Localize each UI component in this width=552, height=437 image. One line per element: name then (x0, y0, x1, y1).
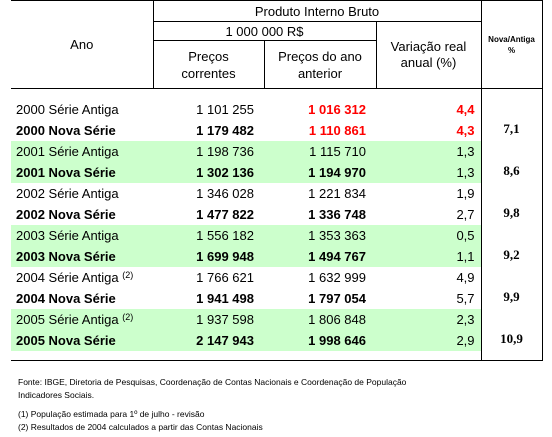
header-ratio-label: Nova/Antiga % (488, 34, 535, 55)
row-ano: 2004 Nova Série (16, 290, 116, 306)
row-precos-correntes: 1 477 822 (196, 206, 254, 222)
row-precos-correntes: 2 147 943 (153, 329, 264, 351)
row-variacao: 2,9 (376, 329, 482, 351)
row-precos-correntes: 1 556 182 (153, 224, 264, 246)
row-ano: 2003 Nova Série (11, 245, 153, 267)
row-variacao: 1,9 (456, 185, 475, 201)
row-variacao: 0,5 (376, 224, 482, 246)
row-ratio: 7,1 (480, 98, 543, 141)
row-variacao: 1,3 (376, 161, 482, 183)
row-ano: 2000 Série Antiga (16, 101, 119, 117)
row-ratio: 9,9 (480, 266, 543, 309)
table-row: 2004 Nova Série 1 941 498 1 797 054 5,7 (11, 288, 542, 309)
row-precos-correntes: 1 941 498 (196, 290, 254, 306)
row-precos-anterior: 1 353 363 (264, 224, 376, 246)
row-ano: 2002 Série Antiga (16, 185, 119, 201)
row-ano: 2001 Nova Série (11, 161, 153, 183)
row-ano: 2003 Série Antiga (11, 224, 153, 246)
row-ratio: 9,2 (480, 224, 543, 267)
row-ratio: 8,6 (480, 140, 543, 183)
row-ano: 2001 Série Antiga (11, 140, 153, 162)
header-variacao: Variação real anual (%) (375, 21, 482, 89)
row-ano: 2004 Série Antiga (2) (16, 269, 134, 285)
table-row: 2001 Série Antiga 1 198 736 1 115 710 1,3 8,… (11, 140, 543, 183)
row-variacao: 4,9 (456, 269, 475, 285)
table-row: 2003 Nova Série 1 699 948 1 494 767 1,1 (11, 245, 542, 267)
header-ratio: Nova/Antiga % (480, 0, 543, 89)
table-row: 2000 Nova Série 1 179 482 1 110 861 4,3 (11, 120, 542, 141)
row-precos-anterior: 1 336 748 (308, 206, 366, 222)
row-variacao: 2,3 (376, 308, 482, 330)
notes: Fonte: IBGE, Diretoria de Pesquisas, Coo… (18, 376, 438, 434)
row-variacao: 4,3 (456, 122, 475, 138)
row-precos-anterior: 1 806 848 (264, 308, 376, 330)
header-precos-correntes: Preços correntes (152, 40, 264, 89)
header-precos-correntes-label: Preços correntes (181, 48, 236, 81)
row-precos-correntes: 1 937 598 (153, 308, 264, 330)
row-precos-correntes: 1 766 621 (196, 269, 254, 285)
table-row: 2004 Série Antiga (2) 1 766 621 1 632 999 4… (11, 266, 543, 309)
table-row: 2005 Série Antiga (2) 1 937 598 1 806 848 2… (11, 308, 543, 351)
table-row: 2000 Série Antiga 1 101 255 1 016 312 4,4 7,… (11, 98, 543, 141)
footnote-1: (1) População estimada para 1º de julho … (18, 409, 205, 419)
row-precos-anterior: 1 016 312 (308, 101, 366, 117)
header-variacao-label: Variação real anual (%) (390, 39, 467, 70)
gdp-table: Ano Produto Interno Bruto Nova/Antiga % … (11, 0, 543, 361)
row-precos-correntes: 1 302 136 (153, 161, 264, 183)
row-ratio: 10,9 (480, 308, 543, 351)
gdp-table-container: Ano Produto Interno Bruto Nova/Antiga % … (11, 0, 543, 361)
header-ano: Ano (11, 0, 153, 89)
footnote-ref: (2) (122, 269, 134, 280)
table-row: 2005 Nova Série 2 147 943 1 998 646 2,9 (11, 329, 542, 351)
row-precos-correntes: 1 101 255 (196, 101, 254, 117)
row-precos-anterior: 1 632 999 (308, 269, 366, 285)
source-note: Fonte: IBGE, Diretoria de Pesquisas, Coo… (18, 377, 407, 400)
header-precos-anterior-label: Preços do ano anterior (278, 48, 362, 81)
row-precos-correntes: 1 699 948 (153, 245, 264, 267)
row-ratio: 9,8 (480, 182, 543, 225)
table-row: 2001 Nova Série 1 302 136 1 194 970 1,3 (11, 161, 542, 183)
row-variacao: 1,3 (376, 140, 482, 162)
row-precos-anterior: 1 194 970 (264, 161, 376, 183)
row-precos-anterior: 1 110 861 (308, 122, 366, 138)
row-precos-correntes: 1 346 028 (196, 185, 254, 201)
row-precos-correntes: 1 198 736 (153, 140, 264, 162)
row-variacao: 1,1 (376, 245, 482, 267)
row-ano: 2002 Nova Série (16, 206, 116, 222)
row-precos-anterior: 1 998 646 (264, 329, 376, 351)
footnote-ref: (2) (122, 311, 134, 322)
row-variacao: 2,7 (456, 206, 475, 222)
row-variacao: 5,7 (456, 290, 475, 306)
row-precos-anterior: 1 797 054 (308, 290, 366, 306)
row-variacao: 4,4 (456, 101, 475, 117)
header-pib: Produto Interno Bruto (152, 0, 482, 22)
header-unit: 1 000 000 R$ (152, 21, 376, 41)
row-precos-anterior: 1 494 767 (264, 245, 376, 267)
footnote-2: (2) Resultados de 2004 calculados a part… (18, 422, 263, 432)
row-ano: 2005 Série Antiga (2) (11, 308, 153, 330)
row-precos-correntes: 1 179 482 (196, 122, 254, 138)
row-ano: 2005 Nova Série (11, 329, 153, 351)
row-precos-anterior: 1 221 834 (308, 185, 366, 201)
row-ano: 2000 Nova Série (16, 122, 116, 138)
table-row: 2003 Série Antiga 1 556 182 1 353 363 0,5 9,… (11, 224, 543, 267)
table-row: 2002 Nova Série 1 477 822 1 336 748 2,7 (11, 204, 542, 225)
table-row: 2002 Série Antiga 1 346 028 1 221 834 1,9 9,… (11, 182, 543, 225)
row-precos-anterior: 1 115 710 (264, 140, 376, 162)
header-precos-anterior: Preços do ano anterior (263, 40, 376, 89)
